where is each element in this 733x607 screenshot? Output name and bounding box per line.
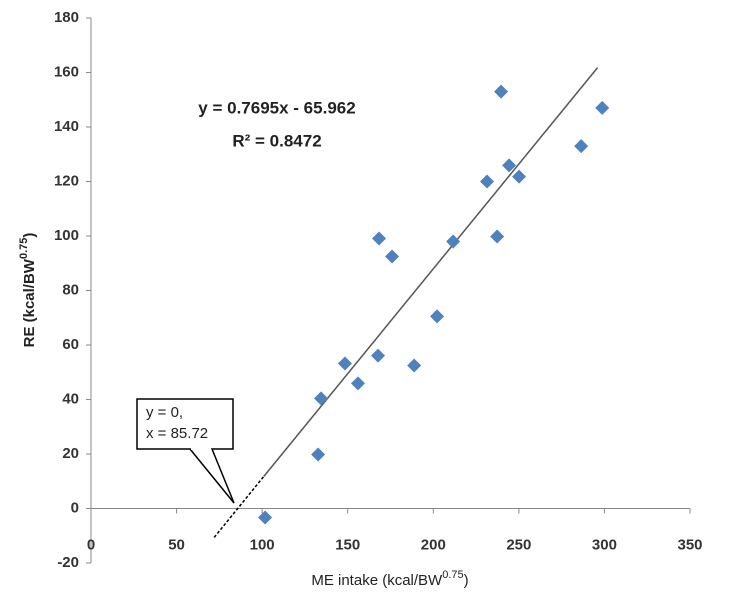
data-point (258, 510, 273, 525)
y-tick-label: 60 (62, 336, 79, 353)
y-axis-label: RE (kcal/BW0.75) (18, 233, 38, 348)
data-point (502, 158, 517, 173)
data-point (371, 348, 386, 363)
extrapolation (213, 475, 265, 538)
x-tick-label: 50 (168, 536, 185, 553)
x-tick-label: 0 (87, 536, 95, 553)
r-squared: R² = 0.8472 (232, 131, 321, 150)
y-tick-label: 140 (54, 118, 79, 135)
data-point (385, 249, 400, 264)
y-label-end: ) (21, 233, 38, 238)
data-point (512, 169, 527, 184)
callout-pointer (189, 448, 235, 504)
y-tick-label: 80 (62, 281, 79, 298)
data-point (314, 391, 329, 406)
callout-line: y = 0, (146, 404, 183, 421)
x-tick-label: 100 (250, 536, 275, 553)
trendline (263, 67, 599, 477)
x-label-end: ) (464, 572, 469, 589)
data-point (407, 358, 422, 373)
data-point (494, 84, 509, 99)
data-point (480, 174, 495, 189)
x-tick-label: 150 (335, 536, 360, 553)
y-tick-label: 120 (54, 172, 79, 189)
data-point (595, 100, 610, 115)
data-point (350, 376, 365, 391)
data-point (574, 139, 589, 154)
callout-box (136, 398, 234, 450)
y-label-sup: 0.75 (18, 238, 30, 259)
x-tick-label: 200 (421, 536, 446, 553)
x-tick-label: 300 (592, 536, 617, 553)
data-point (430, 309, 445, 324)
equation: y = 0.7695x - 65.962 (198, 98, 355, 117)
x-label-text: ME intake (kcal/BW (311, 572, 443, 589)
y-tick-label: 180 (54, 9, 79, 26)
y-label-text: RE (kcal/BW (21, 258, 38, 347)
y-tick-label: 40 (62, 390, 79, 407)
y-tick-label: 0 (71, 499, 79, 516)
y-tick-label: 100 (54, 227, 79, 244)
y-tick-label: 20 (62, 445, 79, 462)
y-tick-label: 160 (54, 63, 79, 80)
y-tick-label: -20 (57, 554, 79, 571)
callout-line: x = 85.72 (146, 425, 208, 442)
data-point (446, 234, 461, 249)
data-point (372, 231, 387, 246)
data-point (490, 229, 505, 244)
data-point (337, 356, 352, 371)
x-axis-label: ME intake (kcal/BW0.75) (311, 569, 468, 589)
x-label-sup: 0.75 (442, 569, 463, 581)
x-tick-label: 350 (677, 536, 702, 553)
x-tick-label: 250 (506, 536, 531, 553)
data-point (311, 447, 326, 462)
